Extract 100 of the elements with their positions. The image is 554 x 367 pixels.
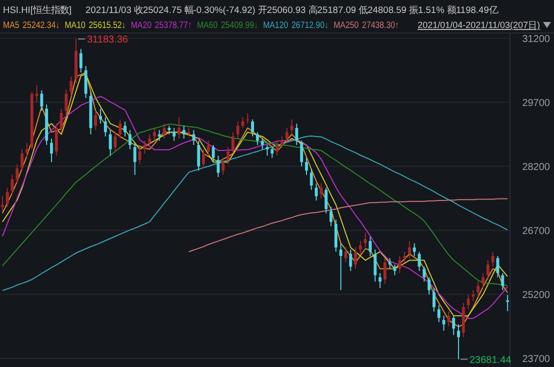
candlestick [236,121,240,140]
text: 2021/01/04-2021/11/03(207日) [418,20,540,30]
candlestick [16,164,19,184]
candlestick [70,76,73,96]
candlestick [99,108,102,124]
candlestick [197,140,200,172]
candlestick [398,256,402,274]
y-tick-label: 26700 [522,226,550,237]
candlestick [35,84,38,103]
candlestick [158,130,161,142]
candlestick [447,311,450,327]
text: 25242.34↓ [22,20,66,30]
candlestick [501,272,504,291]
candlestick [128,130,132,150]
candlestick [374,249,377,282]
candlestick [226,146,230,165]
candlestick [133,142,136,176]
candlestick [285,127,288,144]
candlestick [280,136,284,148]
candlestick [364,232,367,248]
text: MA20 [130,20,156,30]
candlestick [466,294,470,310]
candlestick [354,246,357,270]
chart-subtitle: 2021/11/03 收25024.75 幅-0.30%(-74.92) 开25060.93 高25187.09 低24808.59 振1.51% 额1198.49亿 [86,5,498,15]
text: 25378.77↑ [154,20,198,30]
y-tick-label: 23700 [522,354,550,365]
text: MA5 [3,20,22,30]
candlestick [256,132,259,146]
candlestick [26,142,28,158]
candlestick [276,140,279,156]
chart-title: HSI.HI[恒生指数] [3,5,72,15]
candlestick [378,272,382,289]
candlestick [0,196,4,212]
candlestick [349,249,352,272]
candlestick [437,304,440,323]
candlestick [222,157,225,176]
candlestick [148,134,152,148]
candlestick [172,127,176,142]
candlestick [270,146,274,158]
candlestick [20,148,24,172]
candlestick [40,90,44,112]
candlestick [403,251,406,263]
text: MA60 [196,20,222,30]
candlestick [476,281,480,298]
candlestick [246,112,250,124]
candlestick [118,118,122,140]
candlestick [124,121,127,137]
y-tick-label: 28200 [522,162,550,173]
candlestick [408,240,411,259]
candlestick [482,272,484,289]
text: 26712.90↓ [292,20,335,30]
candlestick [143,140,146,154]
candlestick [310,168,313,190]
annotation: 23681.44 [470,354,512,366]
candlestick [260,138,264,150]
candlestick [393,264,396,276]
line-series [188,198,508,252]
candlestick [412,242,416,256]
text: MA120 [263,20,293,30]
candlestick [452,315,456,336]
candlestick [422,266,426,282]
candlestick [206,140,210,156]
candlestick [54,123,58,156]
candlestick [212,144,215,163]
candlestick [330,206,332,227]
candlestick [182,125,186,140]
candlestick [305,157,308,176]
y-tick-label: 31200 [522,34,550,45]
candlestick [153,127,156,142]
candlestick [266,144,269,156]
candlestick [231,132,234,154]
candlestick [324,187,328,214]
candlestick [486,260,490,280]
candlestick [428,276,431,295]
candlestick [383,258,386,284]
candlestick [358,240,362,254]
text: 27438.30↑ [362,20,406,30]
candlestick [418,251,421,272]
candlestick [64,89,68,116]
candlestick [320,182,323,199]
candlestick [178,116,180,140]
text: MA10 [64,20,90,30]
candlestick [108,130,112,156]
candlestick [202,148,205,169]
candlestick [295,123,298,146]
candlestick [290,118,294,135]
candlestick [442,315,446,332]
text: MA250 [334,20,364,30]
candlestick [491,251,494,268]
candlestick [251,118,254,137]
candlestick [6,187,9,208]
candlestick [60,108,63,133]
candlestick [388,258,392,270]
candlestick [334,219,338,252]
candlestick [192,130,196,146]
candlestick [314,182,318,201]
candlestick [84,66,88,99]
candlestick [50,138,53,163]
candlestick [339,242,342,291]
text: 25409.99↓ [221,20,264,30]
